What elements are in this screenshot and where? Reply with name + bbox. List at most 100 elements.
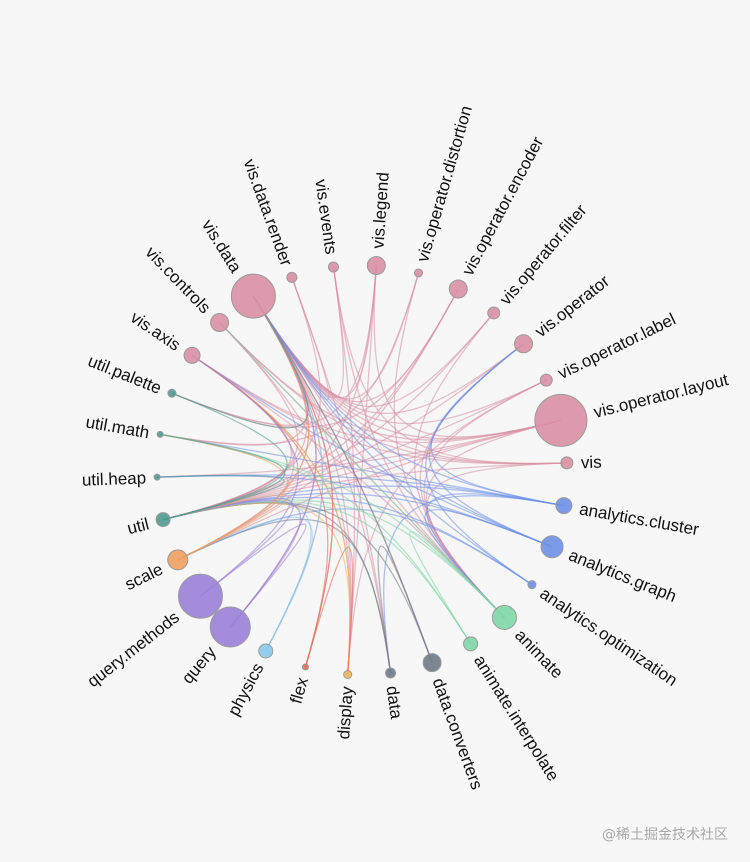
node-label: flex <box>286 675 312 706</box>
node-circle[interactable] <box>210 313 230 333</box>
node-data[interactable]: data <box>382 667 406 721</box>
node-scale[interactable]: scale <box>122 549 189 594</box>
node-label: vis.data.render <box>240 156 296 268</box>
dependency-link <box>160 295 308 446</box>
dependency-link <box>177 419 562 561</box>
dependency-link <box>373 265 562 438</box>
node-circle[interactable] <box>209 606 251 648</box>
node-vis[interactable]: vis <box>560 453 602 473</box>
node-label: analytics.graph <box>566 546 679 606</box>
dependency-link <box>157 419 562 478</box>
node-vis-axis[interactable]: vis.axis <box>127 308 201 364</box>
node-label: display <box>334 685 357 740</box>
node-label: scale <box>122 560 166 594</box>
node-label: util.math <box>84 412 151 442</box>
package-nodes: vis.operator.layout vis analytics.cluster a… <box>82 104 731 793</box>
node-vis-data-render[interactable]: vis.data.render <box>240 156 298 283</box>
node-circle[interactable] <box>153 473 161 481</box>
node-circle[interactable] <box>167 388 177 398</box>
node-circle[interactable] <box>539 373 553 387</box>
node-circle[interactable] <box>540 535 564 559</box>
node-label: util <box>125 514 151 538</box>
node-label: vis.operator.distortion <box>413 104 476 265</box>
node-circle[interactable] <box>366 255 386 275</box>
node-circle[interactable] <box>385 667 397 679</box>
node-circle[interactable] <box>560 456 574 470</box>
dependency-link <box>332 266 567 465</box>
node-label: query <box>178 642 220 687</box>
node-util-heap[interactable]: util.heap <box>82 468 161 490</box>
node-label: analytics.cluster <box>578 499 701 539</box>
node-label: vis.legend <box>368 172 392 250</box>
node-util[interactable]: util <box>125 512 171 539</box>
node-animate[interactable]: animate <box>491 604 567 683</box>
node-circle[interactable] <box>414 268 424 278</box>
dependency-link <box>419 343 524 618</box>
dependency-link <box>425 419 562 618</box>
node-label: vis.data <box>198 216 245 276</box>
node-circle[interactable] <box>555 497 573 515</box>
node-util-palette[interactable]: util.palette <box>85 351 177 398</box>
node-util-math[interactable]: util.math <box>84 412 164 442</box>
node-circle[interactable] <box>156 430 164 438</box>
node-circle[interactable] <box>527 580 537 590</box>
node-data-converters[interactable]: data.converters <box>422 653 487 793</box>
node-circle[interactable] <box>286 271 298 283</box>
node-circle[interactable] <box>177 573 223 619</box>
dependency-link <box>219 322 505 618</box>
node-circle[interactable] <box>534 393 588 447</box>
node-circle[interactable] <box>230 273 276 319</box>
dependency-link <box>162 392 288 521</box>
node-label: data.converters <box>429 676 487 793</box>
node-circle[interactable] <box>463 636 479 652</box>
dependency-link <box>162 494 289 561</box>
node-display[interactable]: display <box>334 670 357 740</box>
dependency-link <box>425 343 533 586</box>
dependency-link <box>162 322 299 521</box>
node-query[interactable]: query <box>178 606 251 687</box>
node-circle[interactable] <box>301 663 309 671</box>
dependency-link <box>347 379 547 675</box>
node-circle[interactable] <box>327 261 339 273</box>
node-circle[interactable] <box>487 306 501 320</box>
node-circle[interactable] <box>514 334 534 354</box>
node-vis-legend[interactable]: vis.legend <box>366 172 393 275</box>
dependency-link <box>252 295 433 663</box>
node-circle[interactable] <box>422 653 442 673</box>
node-label: util.heap <box>82 468 147 489</box>
node-label: query.methods <box>84 608 183 691</box>
dependency-link <box>177 295 310 561</box>
node-vis-operator-distortion[interactable]: vis.operator.distortion <box>413 104 476 278</box>
node-circle[interactable] <box>155 512 171 528</box>
node-circle[interactable] <box>343 670 353 680</box>
node-label: vis.axis <box>127 308 184 355</box>
dependency-link <box>177 516 314 652</box>
node-label: animate <box>511 626 567 683</box>
dependency-link <box>171 288 459 428</box>
node-label: vis <box>581 453 602 473</box>
dependency-link <box>162 462 567 521</box>
node-label: vis.operator.layout <box>592 370 731 422</box>
node-circle[interactable] <box>448 279 468 299</box>
dependency-link <box>252 295 547 425</box>
dependency-link <box>252 295 533 586</box>
dependency-link <box>409 530 505 645</box>
dependency-link <box>162 497 294 597</box>
node-circle[interactable] <box>258 643 274 659</box>
node-analytics-cluster[interactable]: analytics.cluster <box>555 497 701 540</box>
dependency-link <box>160 272 420 445</box>
node-vis-events[interactable]: vis.events <box>311 178 341 273</box>
node-circle[interactable] <box>491 604 517 630</box>
dependency-link <box>162 277 321 521</box>
node-label: vis.operator <box>531 271 613 341</box>
node-label: vis.events <box>311 178 340 256</box>
node-circle[interactable] <box>183 346 201 364</box>
dependency-link <box>219 322 567 465</box>
node-label: util.palette <box>85 351 164 398</box>
node-label: physics <box>224 660 267 719</box>
node-physics[interactable]: physics <box>224 643 274 719</box>
dependency-link <box>171 295 309 429</box>
node-flex[interactable]: flex <box>286 663 312 706</box>
node-circle[interactable] <box>167 549 189 571</box>
